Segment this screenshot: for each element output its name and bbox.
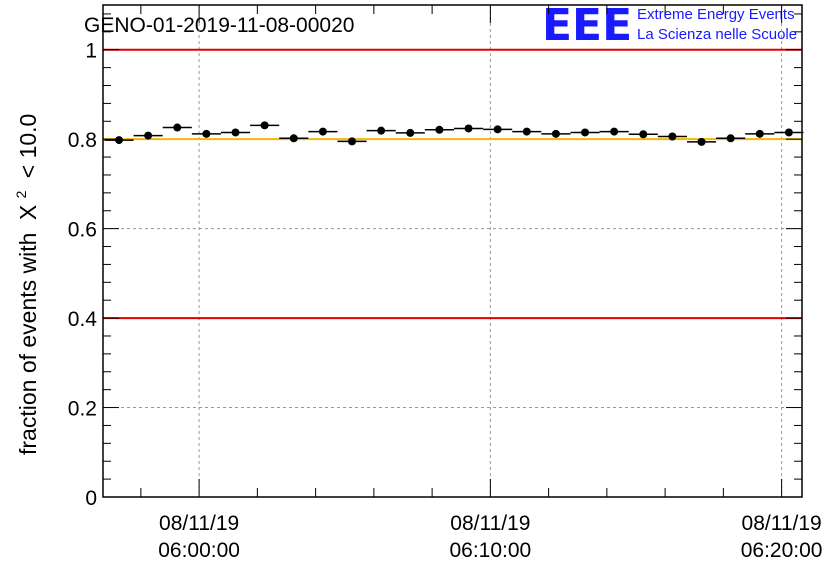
data-point: [406, 128, 415, 137]
data-point: [639, 130, 648, 139]
plot-frame: [102, 4, 803, 498]
chart-title: GENO-01-2019-11-08-00020: [84, 14, 354, 37]
y-tick-label: 0.2: [68, 398, 97, 421]
reference-lines: [103, 48, 802, 320]
data-point: [260, 121, 269, 130]
logo-line1: Extreme Energy Events: [637, 6, 795, 23]
data-point: [726, 134, 735, 143]
x-tick-label-time: 06:20:00: [741, 539, 823, 562]
data-point: [377, 126, 386, 135]
x-tick-label-time: 06:00:00: [158, 539, 240, 562]
grid: [103, 5, 802, 498]
data-point: [289, 134, 298, 143]
data-point: [231, 128, 240, 137]
y-tick-label: 1: [85, 40, 97, 63]
x-tick-label-date: 08/11/19: [450, 512, 530, 535]
y-axis-label-chi: X: [15, 205, 41, 220]
data-point: [581, 128, 590, 137]
y-tick-label: 0.4: [68, 308, 98, 331]
x-tick-label-time: 06:10:00: [449, 539, 531, 562]
y-axis-label-text: fraction of events with: [15, 233, 41, 455]
y-axis-label-sup: 2: [13, 190, 29, 198]
data-point: [435, 125, 444, 134]
data-point: [668, 132, 677, 141]
x-tick-label-date: 08/11/19: [159, 512, 239, 535]
data-point: [202, 129, 211, 138]
data-point: [348, 137, 357, 146]
data-point: [173, 123, 182, 132]
logo-line2: La Scienza nelle Scuole: [637, 26, 797, 43]
data-point: [318, 127, 327, 136]
data-point: [144, 131, 153, 140]
y-tick-label: 0: [85, 487, 97, 510]
y-axis-label-suffix: < 10.0: [15, 114, 41, 179]
data-point: [493, 125, 502, 134]
axes: [102, 4, 803, 498]
data-points: [104, 121, 804, 146]
y-tick-label: 0.6: [68, 219, 97, 242]
y-axis-label: fraction of events with X 2 < 10.0: [5, 114, 41, 455]
data-point: [551, 129, 560, 138]
data-point: [522, 127, 531, 136]
data-point: [697, 137, 706, 146]
logo-mark: EEE: [542, 0, 632, 51]
data-point: [464, 124, 473, 133]
data-point: [115, 136, 124, 145]
data-point: [784, 128, 793, 137]
eee-logo: EEE Extreme Energy Events La Scienza nel…: [542, 0, 797, 51]
tick-labels: 0 0.2 0.4 0.6 0.8 1 08/11/19 06:00:00 08/11/19 06…: [68, 40, 823, 562]
y-tick-label: 0.8: [68, 129, 97, 152]
x-tick-label-date: 08/11/19: [742, 512, 822, 535]
data-point: [610, 127, 619, 136]
data-point: [755, 129, 764, 138]
